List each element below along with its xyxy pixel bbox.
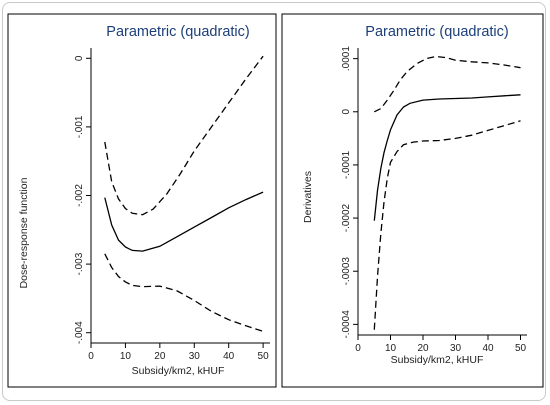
x-tick-label: 20 <box>154 351 166 362</box>
y-tick-label: 0 <box>341 109 352 115</box>
y-tick-label: .0001 <box>341 46 352 71</box>
confidence-band-line <box>373 120 521 330</box>
plot-area: 0 10 20 30 40 50 .0001 0 -.0001 -.0002 -.0003 -.000… <box>341 46 527 354</box>
x-tick-label: 40 <box>482 343 494 354</box>
confidence-band-line <box>104 253 264 332</box>
y-tick-label: -.0004 <box>341 310 352 339</box>
plot-area: 0 10 20 30 40 50 0 -.001 -.002 -.003 -.004 <box>74 48 270 362</box>
x-tick-label: 20 <box>417 343 429 354</box>
y-tick-label: 0 <box>74 55 85 61</box>
x-tick-label: 10 <box>120 351 132 362</box>
estimate-line <box>373 94 521 221</box>
y-tick-label: -.001 <box>74 115 85 138</box>
panel-dose-response: Parametric (quadratic) Subsidy/km2, kHUF… <box>7 13 277 388</box>
x-tick-label: 10 <box>385 343 397 354</box>
x-tick-label: 40 <box>223 351 235 362</box>
estimate-line <box>104 191 264 252</box>
confidence-band-line <box>104 55 264 216</box>
x-tick-label: 50 <box>258 351 270 362</box>
panel-box <box>7 13 277 388</box>
y-tick-label: -.004 <box>74 321 85 344</box>
y-tick-label: -.0001 <box>341 150 352 179</box>
x-axis-title: Subsidy/km2, kHUF <box>132 365 225 377</box>
confidence-band-line <box>374 55 521 113</box>
x-axis-title: Subsidy/km2, kHUF <box>391 354 484 366</box>
y-tick-label: -.0002 <box>341 203 352 232</box>
chart-title: Parametric (quadratic) <box>106 24 249 40</box>
x-tick-label: 30 <box>450 343 462 354</box>
y-axis-title: Dose-response function <box>18 177 30 288</box>
y-tick-label: -.002 <box>74 184 85 207</box>
y-axis-title: Derivatives <box>302 171 314 223</box>
chart-title: Parametric (quadratic) <box>365 24 508 40</box>
panel-derivatives: Parametric (quadratic) Subsidy/km2, kHUF… <box>281 13 544 388</box>
x-tick-label: 0 <box>355 343 361 354</box>
x-tick-label: 0 <box>88 351 94 362</box>
x-tick-label: 30 <box>189 351 201 362</box>
x-tick-label: 50 <box>515 343 527 354</box>
y-tick-label: -.003 <box>74 252 85 275</box>
y-tick-label: -.0003 <box>341 257 352 286</box>
panel-box <box>281 13 544 388</box>
